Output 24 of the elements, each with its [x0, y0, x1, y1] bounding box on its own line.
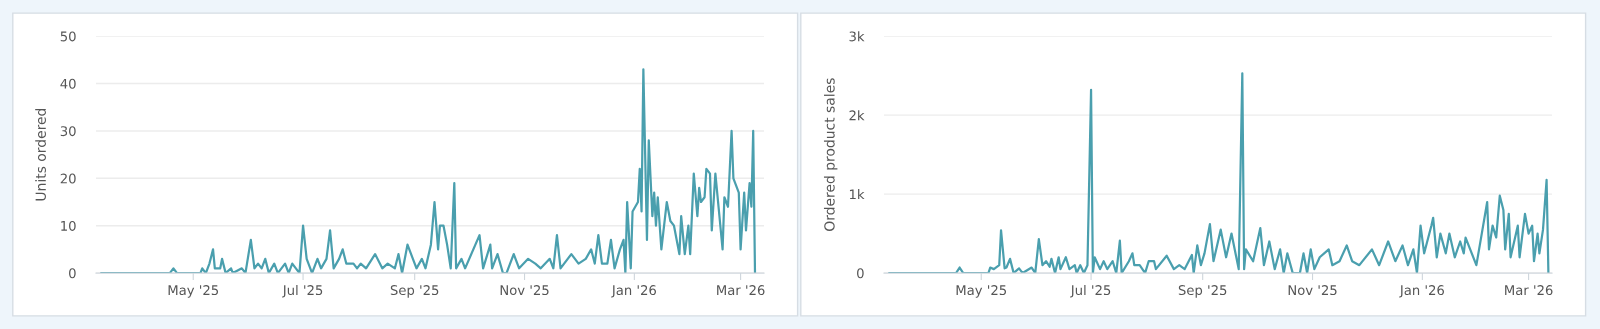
y-tick-label: 40 — [60, 78, 76, 89]
x-tick-label: Jul '25 — [1070, 284, 1111, 298]
y-tick-label: 2k — [849, 110, 865, 121]
x-tick-label: Nov '25 — [500, 285, 549, 296]
y-tick-label: 3k — [849, 31, 865, 42]
y-tick-label: 0 — [857, 268, 864, 279]
y-tick-label: 30 — [60, 126, 76, 137]
x-tick-label: Nov '25 — [1288, 285, 1337, 296]
y-axis-title: Ordered product sales — [823, 78, 838, 231]
y-tick-label: 10 — [61, 220, 76, 231]
x-tick-label: Mar '26 — [1505, 285, 1553, 296]
x-tick-label: Jul '25 — [282, 284, 323, 298]
x-tick-label: May '25 — [956, 285, 1007, 298]
x-tick-label: May '25 — [168, 285, 219, 298]
y-tick-label: 0 — [69, 268, 76, 279]
x-tick-label: Sep '25 — [390, 285, 439, 298]
y-tick-label: 50 — [60, 31, 76, 42]
y-tick-label: 20 — [60, 173, 76, 184]
x-tick-label: Sep '25 — [1178, 285, 1227, 298]
x-tick-label: Mar '26 — [717, 285, 765, 296]
x-tick-label: Jan '26 — [1399, 285, 1445, 298]
y-axis-title: Units ordered — [35, 108, 46, 201]
x-tick-label: Jan '26 — [611, 285, 657, 298]
y-tick-label: 1k — [849, 189, 865, 200]
